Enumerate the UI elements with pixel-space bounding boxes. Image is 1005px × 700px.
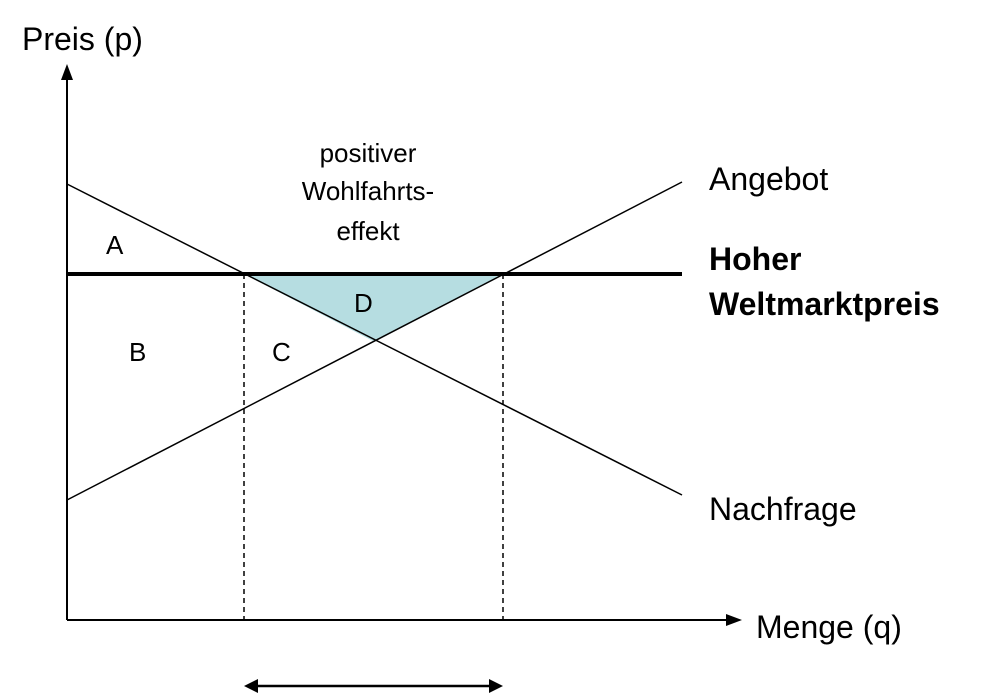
region-d-label: D <box>354 288 373 318</box>
y-axis-arrowhead <box>61 64 73 80</box>
world-price-label-line2: Weltmarktpreis <box>709 286 940 322</box>
y-axis-title: Preis (p) <box>22 21 143 57</box>
supply-curve <box>66 181 683 501</box>
demand-label: Nachfrage <box>709 491 857 527</box>
supply-label: Angebot <box>709 161 828 197</box>
x-axis-title: Menge (q) <box>756 609 902 645</box>
region-d-shading <box>244 274 503 341</box>
annotation-line1: positiver <box>320 138 417 168</box>
region-b-label: B <box>129 337 146 367</box>
annotation-line3: effekt <box>336 216 400 246</box>
annotation-line2: Wohlfahrts- <box>302 176 434 206</box>
world-price-label-line1: Hoher <box>709 241 801 277</box>
region-c-label: C <box>272 337 291 367</box>
x-axis-arrowhead <box>726 614 742 626</box>
region-a-label: A <box>106 230 124 260</box>
quantity-range-arrowhead-right <box>489 679 503 693</box>
demand-curve <box>66 183 683 496</box>
quantity-range-arrowhead-left <box>244 679 258 693</box>
